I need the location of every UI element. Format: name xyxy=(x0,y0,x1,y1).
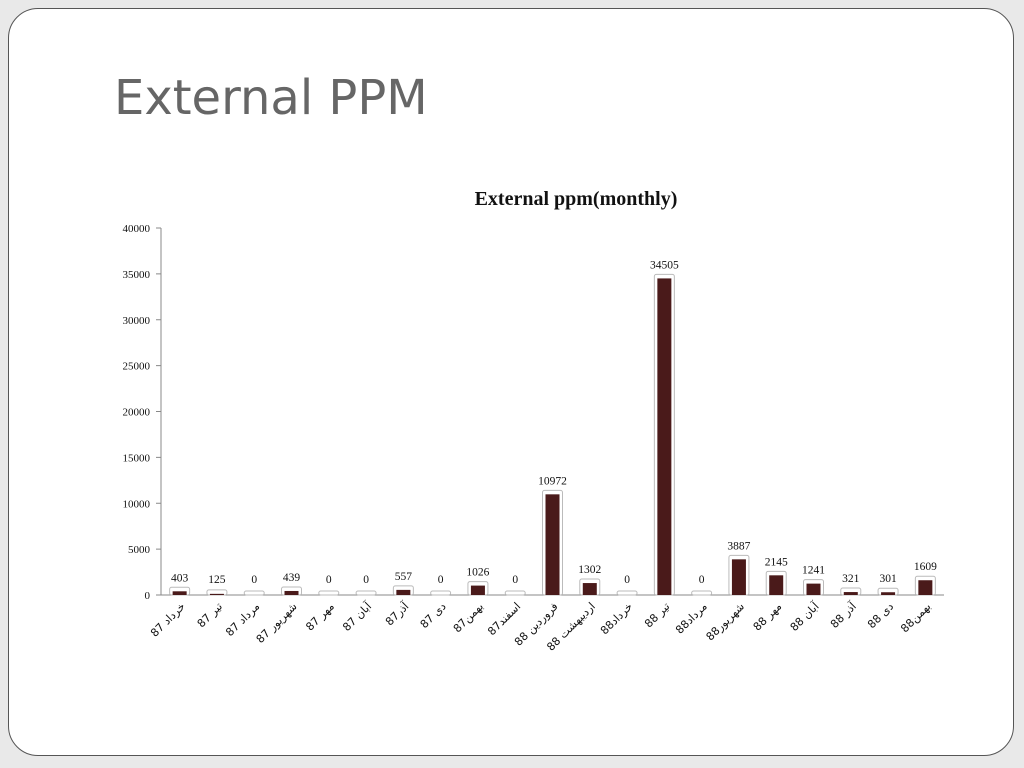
data-label: 403 xyxy=(171,572,189,584)
bar-frame xyxy=(616,590,638,596)
y-tick-label: 25000 xyxy=(123,361,151,373)
category-label: مرداد88 xyxy=(673,600,710,637)
data-label: 0 xyxy=(326,574,332,586)
bar xyxy=(731,559,746,595)
data-label: 1609 xyxy=(914,561,937,573)
data-label: 1302 xyxy=(578,564,601,576)
category-label: شهریور88 xyxy=(704,600,747,643)
bar-frame xyxy=(504,590,526,596)
category-label: دی 88 xyxy=(865,600,896,631)
bar xyxy=(396,589,411,595)
bar-frame xyxy=(243,590,265,596)
y-tick-label: 10000 xyxy=(123,498,151,510)
category-label: خرداد 87 xyxy=(148,600,188,640)
category-label: آبان 87 xyxy=(340,599,375,634)
bar xyxy=(545,494,560,595)
data-label: 0 xyxy=(512,574,518,586)
category-label: آذر 88 xyxy=(827,599,859,631)
bar xyxy=(806,583,821,595)
data-label: 0 xyxy=(624,574,630,586)
category-label: آبان 88 xyxy=(787,599,822,634)
bar-frame xyxy=(430,590,452,596)
category-label: اسفند87 xyxy=(485,600,523,638)
bars xyxy=(169,273,936,596)
data-label: 321 xyxy=(842,573,860,585)
y-tick-label: 15000 xyxy=(123,452,151,464)
data-label: 1026 xyxy=(466,567,489,579)
y-tick-label: 20000 xyxy=(123,407,151,419)
slide-title: External PPM xyxy=(114,70,428,126)
category-label: مهر 88 xyxy=(751,600,785,634)
data-label: 557 xyxy=(395,571,413,583)
y-tick-label: 35000 xyxy=(123,269,151,281)
bar-frame xyxy=(691,590,713,596)
data-labels: 403 125 0 439 0 0 557 0 1026 0 10972 1302 0 34505 0 388… xyxy=(171,259,937,586)
bar xyxy=(470,585,485,595)
category-label: مهر 87 xyxy=(303,600,337,634)
data-label: 3887 xyxy=(727,540,750,552)
data-label: 301 xyxy=(879,573,897,585)
data-label: 125 xyxy=(208,574,226,586)
bar xyxy=(769,575,784,595)
data-label: 34505 xyxy=(650,259,679,271)
data-label: 0 xyxy=(363,574,369,586)
bar xyxy=(881,592,896,595)
category-label: آذر87 xyxy=(382,599,412,629)
data-label: 10972 xyxy=(538,475,567,487)
category-label: دی 87 xyxy=(418,600,449,631)
category-label: خرداد88 xyxy=(598,600,635,637)
y-tick-label: 0 xyxy=(145,590,151,602)
category-label: شهریور 87 xyxy=(254,600,300,646)
category-label: بهمن87 xyxy=(451,600,486,635)
bar xyxy=(582,583,597,595)
data-label: 0 xyxy=(438,574,444,586)
bar xyxy=(209,593,224,595)
category-label: تیر 87 xyxy=(195,600,225,630)
data-label: 2145 xyxy=(765,556,788,568)
bar xyxy=(918,580,933,595)
bar xyxy=(172,591,187,595)
bar xyxy=(284,590,299,595)
data-label: 439 xyxy=(283,572,301,584)
data-label: 1241 xyxy=(802,565,825,577)
category-label: تیر 88 xyxy=(642,600,672,630)
bar xyxy=(843,592,858,595)
y-tick-label: 40000 xyxy=(123,223,151,235)
data-label: 0 xyxy=(699,574,705,586)
category-label: بهمن88 xyxy=(898,600,933,635)
slide xyxy=(8,8,1014,756)
bar-frame xyxy=(355,590,377,596)
bar-frame xyxy=(318,590,340,596)
y-ticks: 0 5000 10000 15000 20000 25000 30000 35000 40000 xyxy=(123,223,161,602)
chart-title: External ppm(monthly) xyxy=(475,188,678,210)
y-tick-label: 5000 xyxy=(128,544,151,556)
bar xyxy=(657,278,672,595)
y-tick-label: 30000 xyxy=(123,315,151,327)
data-label: 0 xyxy=(251,574,257,586)
